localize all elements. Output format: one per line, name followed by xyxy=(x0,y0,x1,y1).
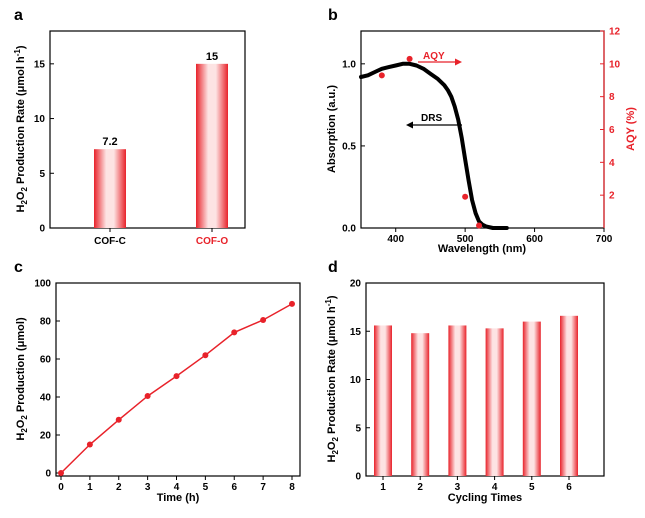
panel-d-xtick-label: 4 xyxy=(492,482,498,493)
panel-c-series-line xyxy=(60,303,293,474)
panel-b-aqy-point xyxy=(378,72,385,79)
panel-d-ytick-label: 15 xyxy=(350,327,362,338)
panel-b-drs-annotation: DRS xyxy=(421,113,442,124)
panel-d-ytick-label: 5 xyxy=(355,423,361,434)
panel-d-bar xyxy=(560,315,578,476)
panel-c-xtick-label: 3 xyxy=(145,482,151,493)
panel-c-xtick-label: 0 xyxy=(58,482,64,493)
panel-b-chart: Wavelength (nm) Absorption (a.u.) AQY (%… xyxy=(326,27,637,256)
panel-c-ylabel: H2O2 Production (μmol) xyxy=(15,317,29,441)
panel-c-ytick-label: 40 xyxy=(40,393,52,404)
panel-b-xtick-label: 600 xyxy=(526,234,543,245)
panel-b-ytick-right-label: 8 xyxy=(609,92,615,103)
panel-b-frame xyxy=(360,30,605,229)
panel-d-ylabel: H2O2 Production Rate (μmol h-1) xyxy=(324,295,340,462)
panel-b-ytick-right-label: 6 xyxy=(609,125,615,136)
panel-d-xtick-label: 5 xyxy=(529,482,535,493)
panel-c-point xyxy=(289,300,295,307)
panel-a-ytick-label: 0 xyxy=(39,224,45,235)
panel-d-xtick-label: 2 xyxy=(417,482,423,493)
panel-b-xtick-label: 500 xyxy=(457,234,474,245)
panel-c-point xyxy=(58,470,64,476)
panel-b-ytick-right-label: 12 xyxy=(609,27,621,38)
panel-d-bar xyxy=(448,325,467,476)
panel-b-xtick-label: 700 xyxy=(596,234,613,245)
panel-b-ytick-left-label: 0.0 xyxy=(342,224,356,235)
panel-b-aqy-arrowhead xyxy=(455,58,462,66)
panel-a-ytick-label: 5 xyxy=(39,169,45,180)
panel-b-drs-line xyxy=(359,61,509,230)
panel-c-ytick-label: 60 xyxy=(40,355,52,366)
panel-c-point xyxy=(144,393,151,400)
panel-a-xtick-label: COF-C xyxy=(94,236,126,247)
panel-b-ytick-left-label: 1.0 xyxy=(342,59,356,70)
panel-c-ytick-label: 20 xyxy=(40,431,52,442)
panel-c-ytick-label: 0 xyxy=(45,469,51,480)
panel-c-chart: Time (h) H2O2 Production (μmol) 0 1 2 3 4 5 6 7… xyxy=(15,279,301,504)
panel-c-point xyxy=(173,373,180,380)
panel-c-label: c xyxy=(14,259,23,276)
panel-c-frame xyxy=(55,282,301,477)
panel-b-xlabel: Wavelength (nm) xyxy=(438,243,527,255)
panel-a-data-label: 15 xyxy=(206,51,218,63)
panel-b-drs-arrowhead xyxy=(406,121,413,129)
panel-b-ytick-left-label: 0.5 xyxy=(342,141,356,152)
panel-d-xlabel: Cycling Times xyxy=(448,492,522,504)
panel-c-xtick-label: 5 xyxy=(203,482,209,493)
panel-a-xtick-label: COF-O xyxy=(196,236,228,247)
panel-a-label: a xyxy=(14,7,23,24)
panel-d-xtick-label: 3 xyxy=(455,482,461,493)
panel-d-bar xyxy=(411,333,430,476)
panel-b-aqy-point xyxy=(476,222,483,229)
panel-a-ytick-label: 15 xyxy=(34,59,46,70)
panel-b-ytick-right-label: 2 xyxy=(609,191,615,202)
panel-c-point xyxy=(115,416,122,423)
panel-c-xtick-label: 8 xyxy=(289,482,295,493)
panel-b-aqy-point xyxy=(462,193,469,200)
panel-c-point xyxy=(231,329,238,336)
panel-c-point xyxy=(260,317,267,324)
panel-b-ytick-right-label: 10 xyxy=(609,59,621,70)
panel-c-xtick-label: 7 xyxy=(260,482,266,493)
panel-c-ytick-label: 100 xyxy=(34,279,51,290)
panel-d-bar xyxy=(485,328,504,476)
panel-a-bar xyxy=(94,149,126,228)
panel-c-point xyxy=(202,352,209,359)
panel-a-bar xyxy=(196,63,228,229)
panel-d-xtick-label: 6 xyxy=(566,482,572,493)
panel-a-ylabel: H2O2 Production Rate (μmol h-1) xyxy=(13,45,29,212)
panel-c-ytick-label: 80 xyxy=(40,317,52,328)
panel-b-aqy-point xyxy=(406,55,413,62)
panel-c-point xyxy=(86,441,93,448)
panel-c-xtick-label: 4 xyxy=(174,482,180,493)
panel-a-frame xyxy=(49,30,246,229)
panel-d-ytick-label: 20 xyxy=(350,279,362,290)
panel-d-xtick-label: 1 xyxy=(380,482,386,493)
panel-b-ylabel-left: Absorption (a.u.) xyxy=(326,85,338,173)
panel-c-xlabel: Time (h) xyxy=(157,492,200,504)
panel-c-xtick-label: 2 xyxy=(116,482,122,493)
panel-d-ytick-label: 10 xyxy=(350,375,362,386)
panel-b-ytick-right-label: 4 xyxy=(609,158,615,169)
panel-b-label: b xyxy=(328,7,338,24)
panel-d-bar xyxy=(522,321,541,476)
panel-d-label: d xyxy=(328,259,338,276)
panel-b-ylabel-right: AQY (%) xyxy=(625,107,637,151)
panel-b-aqy-annotation: AQY xyxy=(423,51,445,62)
panel-a-ytick-label: 10 xyxy=(34,114,46,125)
panel-d-chart: Cycling Times H2O2 Production Rate (μmol… xyxy=(324,279,605,504)
panel-a-data-label: 7.2 xyxy=(102,136,117,148)
panel-b-xtick-label: 400 xyxy=(387,234,404,245)
panel-c-xtick-label: 1 xyxy=(87,482,93,493)
panel-c-xtick-label: 6 xyxy=(231,482,237,493)
panel-d-ytick-label: 0 xyxy=(355,472,361,483)
panel-d-bar xyxy=(374,325,392,476)
panel-a-chart: H2O2 Production Rate (μmol h-1) 0 5 10 15 7.… xyxy=(13,30,246,247)
